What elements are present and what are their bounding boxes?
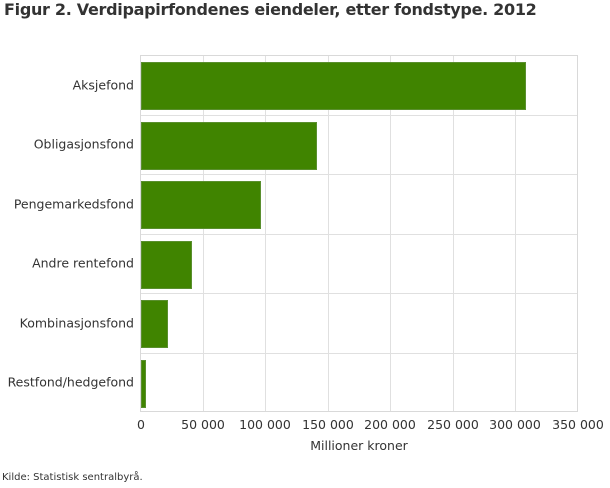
grid-line-vertical	[453, 56, 454, 411]
grid-line-horizontal	[141, 293, 577, 294]
grid-line-vertical	[265, 56, 266, 411]
x-tick-label: 0	[137, 417, 145, 432]
bar-restfond-hedgefond[interactable]	[141, 360, 146, 408]
chart-title: Figur 2. Verdipapirfondenes eiendeler, e…	[4, 0, 537, 19]
x-tick-label: 300 000	[489, 417, 541, 432]
bar-andre-rentefond[interactable]	[141, 241, 192, 289]
x-axis-label: Millioner kroner	[310, 438, 408, 453]
bar-pengemarkedsfond[interactable]	[141, 181, 261, 229]
grid-line-vertical	[203, 56, 204, 411]
grid-line-vertical	[515, 56, 516, 411]
category-label: Aksjefond	[72, 77, 134, 93]
grid-line-horizontal	[141, 234, 577, 235]
category-label: Andre rentefond	[32, 255, 134, 271]
x-tick-label: 200 000	[364, 417, 416, 432]
source-note: Kilde: Statistisk sentralbyrå.	[2, 472, 143, 483]
plot-area	[140, 55, 578, 412]
grid-line-horizontal	[141, 174, 577, 175]
x-tick-label: 350 000	[552, 417, 604, 432]
x-tick-label: 150 000	[302, 417, 354, 432]
grid-line-horizontal	[141, 115, 577, 116]
category-label: Obligasjonsfond	[33, 136, 134, 152]
category-label: Pengemarkedsfond	[13, 196, 134, 212]
grid-line-horizontal	[141, 353, 577, 354]
grid-line-vertical	[328, 56, 329, 411]
grid-line-vertical	[390, 56, 391, 411]
bar-kombinasjonsfond[interactable]	[141, 300, 168, 348]
x-tick-label: 250 000	[427, 417, 479, 432]
category-label: Kombinasjonsfond	[19, 315, 134, 331]
bar-aksjefond[interactable]	[141, 62, 526, 110]
x-tick-label: 100 000	[239, 417, 291, 432]
x-tick-label: 50 000	[181, 417, 225, 432]
bar-obligasjonsfond[interactable]	[141, 122, 317, 170]
category-label: Restfond/hedgefond	[7, 374, 134, 390]
